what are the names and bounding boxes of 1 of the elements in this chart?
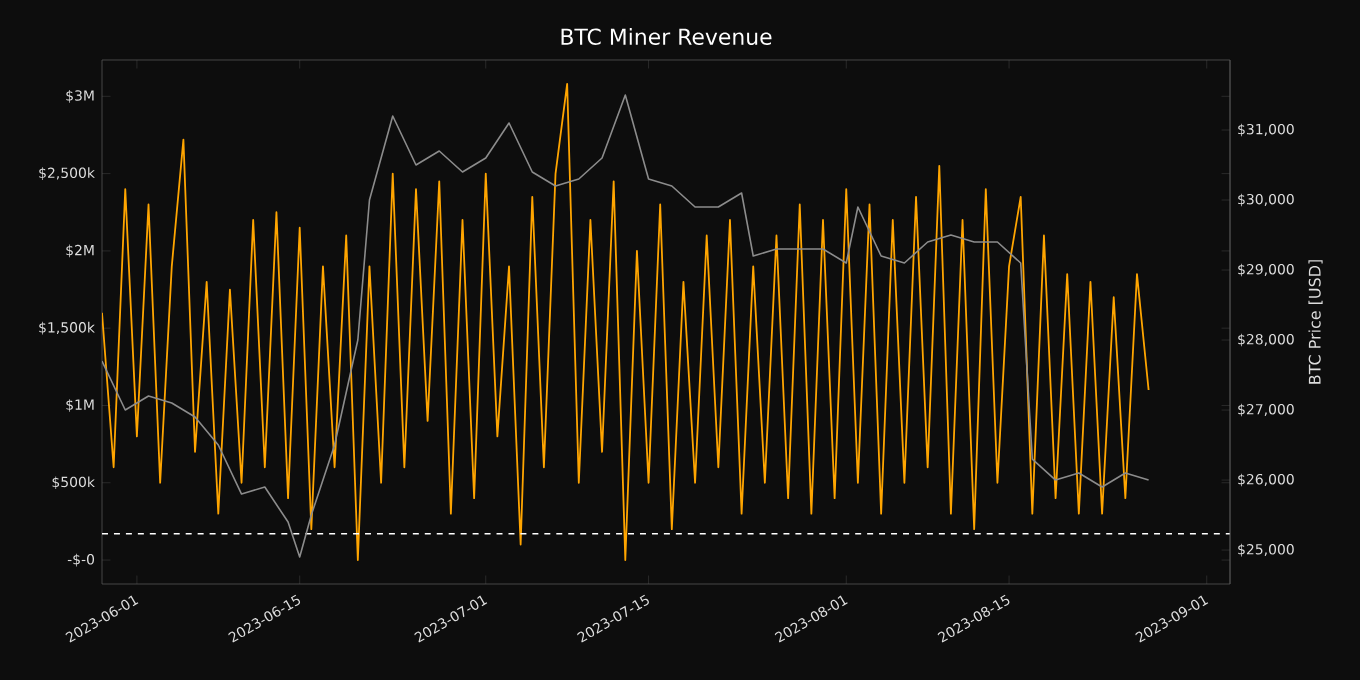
chart-title: BTC Miner Revenue <box>561 28 772 45</box>
